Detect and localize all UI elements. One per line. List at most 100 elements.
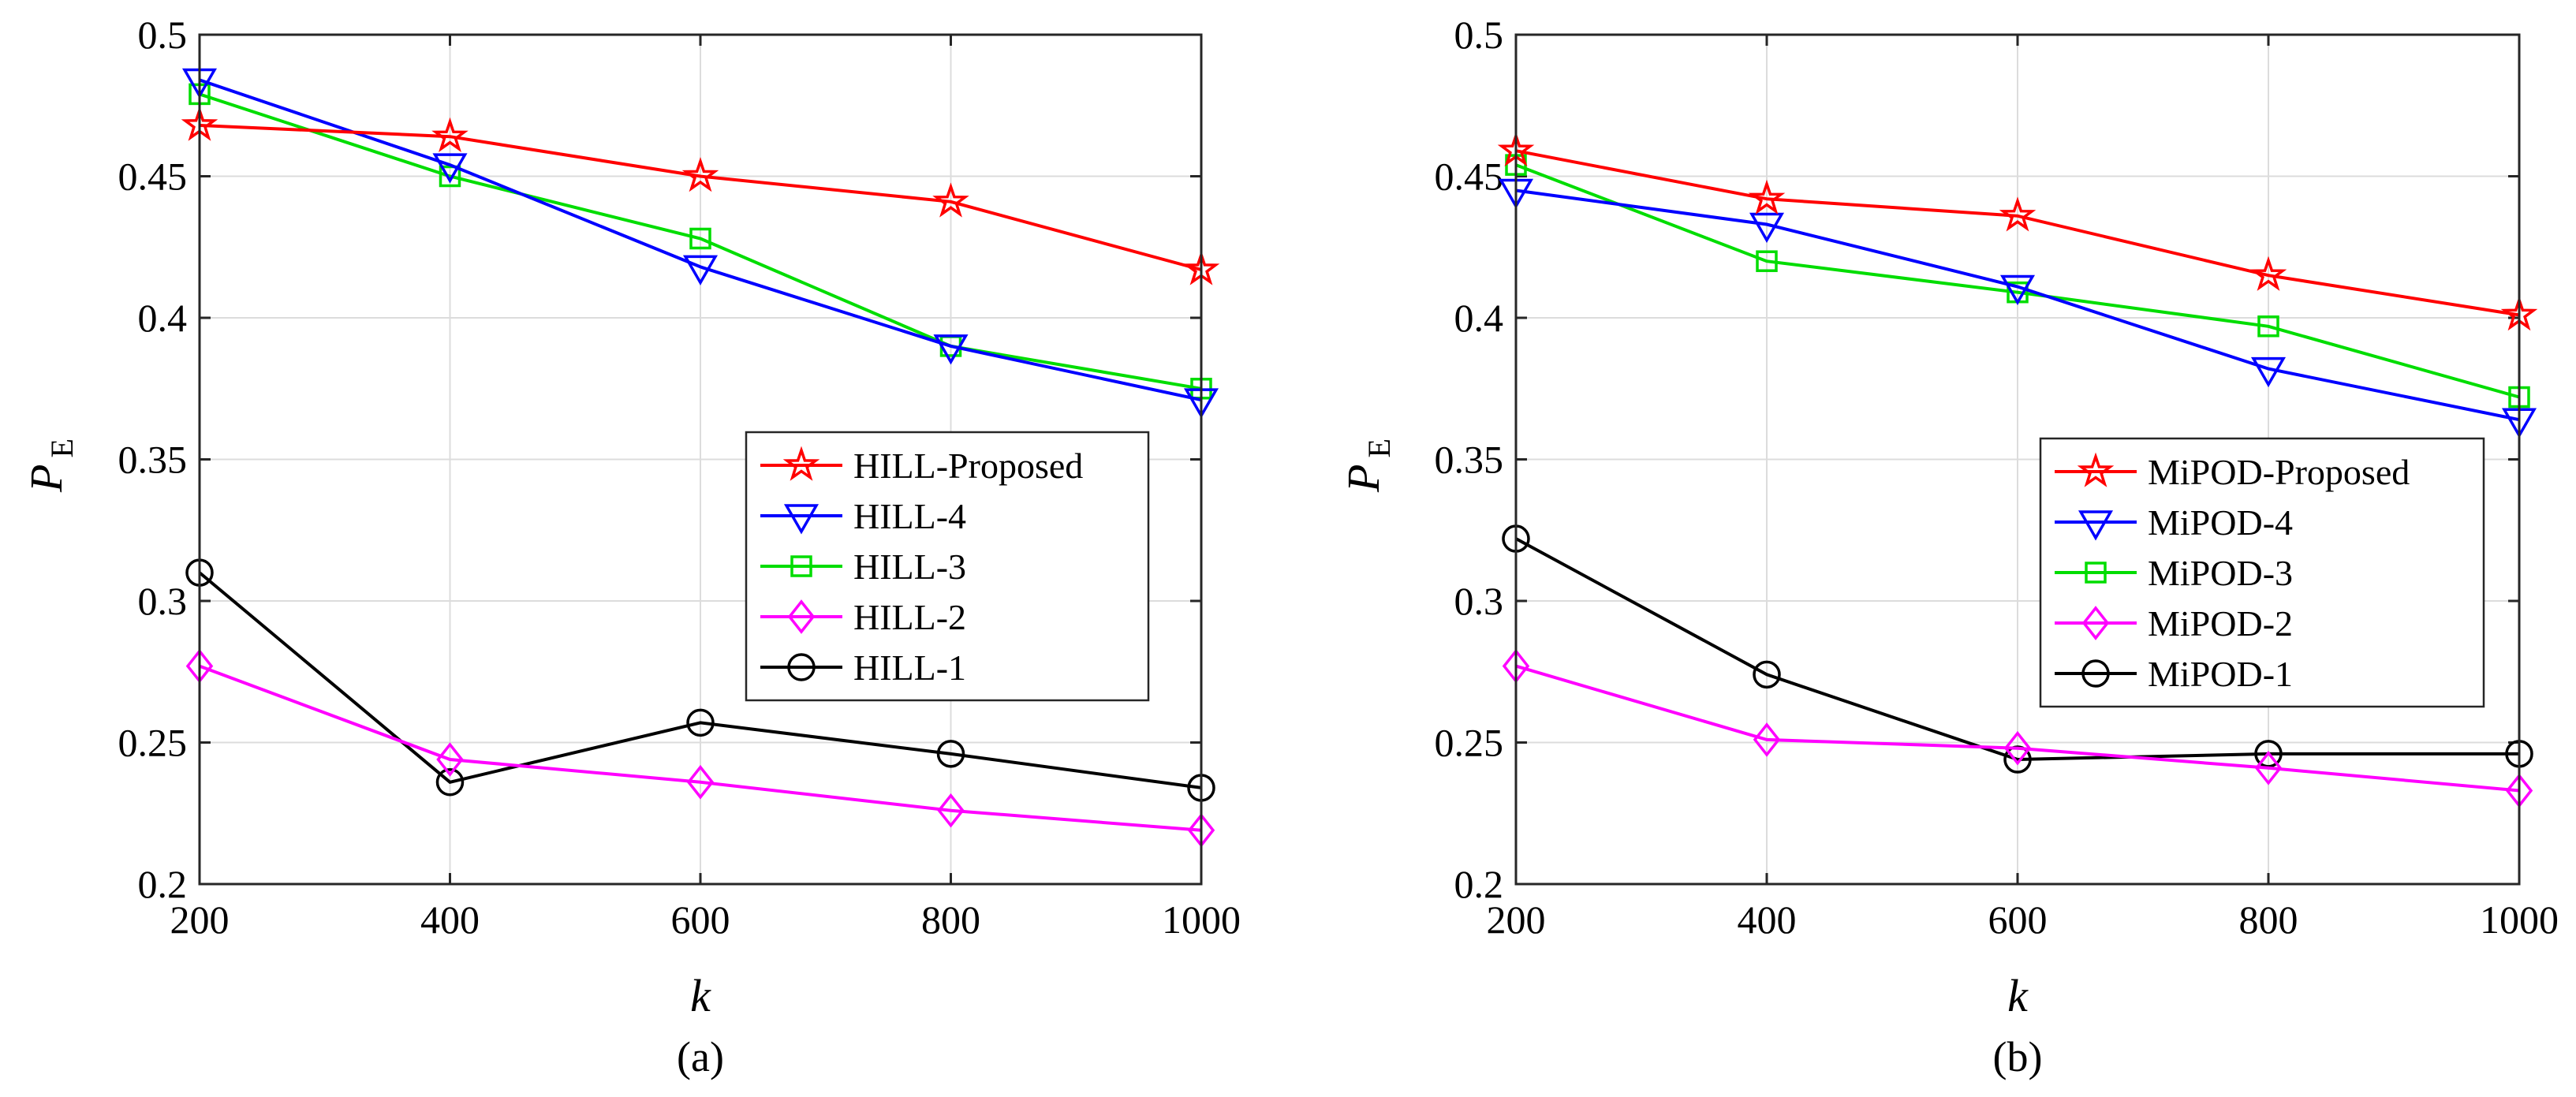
legend-item: MiPOD-Proposed (2055, 452, 2410, 492)
x-tick-label: 600 (1988, 897, 2048, 942)
data-point-circle (936, 740, 965, 768)
caption-a: (a) (677, 1033, 724, 1080)
data-point-square (1756, 250, 1778, 272)
data-point-square (439, 165, 461, 188)
legend-item: MiPOD-4 (2055, 502, 2293, 543)
caption-b: (b) (1993, 1033, 2043, 1080)
legend-marker-star (782, 446, 820, 481)
y-tick-label: 0.5 (1454, 13, 1504, 57)
legend-item: HILL-Proposed (760, 446, 1083, 486)
legend-marker-star (2077, 452, 2115, 487)
x-tick-label: 200 (170, 897, 230, 942)
legend-label: MiPOD-3 (2148, 553, 2293, 593)
y-tick-label: 0.45 (118, 155, 188, 199)
y-tick-label: 0.2 (1454, 862, 1504, 906)
legend-label: HILL-3 (853, 547, 966, 587)
data-point-star (681, 157, 719, 192)
x-tick-label: 400 (1738, 897, 1797, 942)
data-point-star (1999, 196, 2037, 232)
data-point-triangle-down (1749, 212, 1785, 244)
y-tick-label: 0.35 (118, 438, 188, 482)
x-tick-label: 1000 (1162, 897, 1241, 942)
data-point-circle (686, 708, 715, 737)
data-point-triangle-down (1999, 274, 2036, 306)
legend-marker-diamond (2081, 606, 2110, 640)
data-point-circle (1753, 660, 1781, 689)
data-point-diamond (1753, 722, 1781, 757)
legend-item: HILL-2 (760, 597, 966, 637)
data-point-star (2249, 256, 2287, 291)
x-tick-label: 400 (420, 897, 480, 942)
legend-item: MiPOD-1 (2055, 654, 2293, 694)
plot-frame-b (1514, 33, 2521, 886)
data-point-triangle-down (933, 334, 969, 365)
data-point-star (932, 182, 969, 218)
series-line (1515, 537, 2519, 762)
series-mipod-2 (1502, 648, 2533, 808)
data-point-square (2257, 315, 2279, 338)
y-tick-label: 0.5 (138, 13, 188, 57)
panel-b: 200 400 600 800 1000 0.2 0.25 0.3 0.35 0.4 0.45 0.5… (1338, 13, 2559, 1080)
legend-a: HILL-Proposed HILL-4 HILL-3 HILL-2 HILL-1 (745, 431, 1150, 702)
y-tick-label: 0.3 (138, 579, 188, 623)
series-hill-2 (185, 648, 1215, 848)
data-point-star (1748, 179, 1786, 215)
legend-item: HILL-4 (760, 496, 966, 536)
legend-label: MiPOD-2 (2148, 603, 2293, 644)
legend-label: MiPOD-4 (2148, 502, 2293, 543)
legend-marker-triangle-down (783, 504, 819, 535)
legend-label: HILL-2 (853, 597, 966, 637)
legend-marker-triangle-down (2078, 510, 2114, 541)
legend-label: MiPOD-Proposed (2148, 452, 2410, 492)
data-point-diamond (937, 793, 965, 828)
plot-frame-a (198, 33, 1203, 886)
x-axis-label-a: k (690, 970, 711, 1021)
series-line (199, 78, 1202, 402)
series-line (1515, 664, 2520, 793)
x-tick-label: 1000 (2480, 897, 2559, 942)
legend-marker-circle (787, 653, 816, 681)
data-point-triangle-down (432, 153, 468, 184)
x-tick-label: 200 (1487, 897, 1546, 942)
legend-item: HILL-1 (760, 647, 966, 688)
x-axis-label-b: k (2007, 970, 2029, 1021)
series-hill-1 (185, 558, 1215, 802)
y-tick-label: 0.35 (1435, 438, 1504, 482)
x-tick-label: 800 (2239, 897, 2298, 942)
legend-marker-diamond (787, 599, 816, 634)
legend-item: MiPOD-2 (2055, 603, 2293, 644)
y-tick-label: 0.25 (1435, 721, 1504, 765)
legend-label: MiPOD-1 (2148, 654, 2293, 694)
y-tick-label: 0.4 (1454, 296, 1504, 340)
legend-marker-square (2085, 562, 2107, 584)
y-tick-label: 0.4 (138, 296, 188, 340)
data-point-diamond (686, 764, 715, 800)
y-tick-label: 0.25 (118, 721, 188, 765)
legend-marker-circle (2081, 659, 2110, 688)
series-mipod-proposed (1497, 131, 2538, 331)
series-line (1515, 163, 2520, 399)
series-line (199, 92, 1202, 390)
y-tick-label: 0.2 (138, 862, 188, 906)
series-line (199, 664, 1202, 832)
y-axis-label-b: PE (1338, 438, 1397, 493)
legend-item: MiPOD-3 (2055, 553, 2293, 593)
series-line (1515, 149, 2520, 317)
legend-marker-square (790, 555, 812, 577)
data-point-triangle-down (2250, 356, 2287, 388)
legend-label: HILL-4 (853, 496, 966, 536)
x-tick-label: 800 (921, 897, 980, 942)
legend-label: HILL-1 (853, 647, 966, 688)
legend-item: HILL-3 (760, 547, 966, 587)
y-tick-label: 0.3 (1454, 579, 1504, 623)
data-point-square (689, 227, 711, 250)
series-line (199, 123, 1202, 271)
data-point-diamond (436, 742, 464, 777)
x-tick-label: 600 (671, 897, 730, 942)
data-point-diamond (2003, 730, 2032, 766)
data-point-triangle-down (682, 255, 719, 285)
series-line (198, 571, 1202, 789)
data-point-circle (435, 768, 465, 797)
